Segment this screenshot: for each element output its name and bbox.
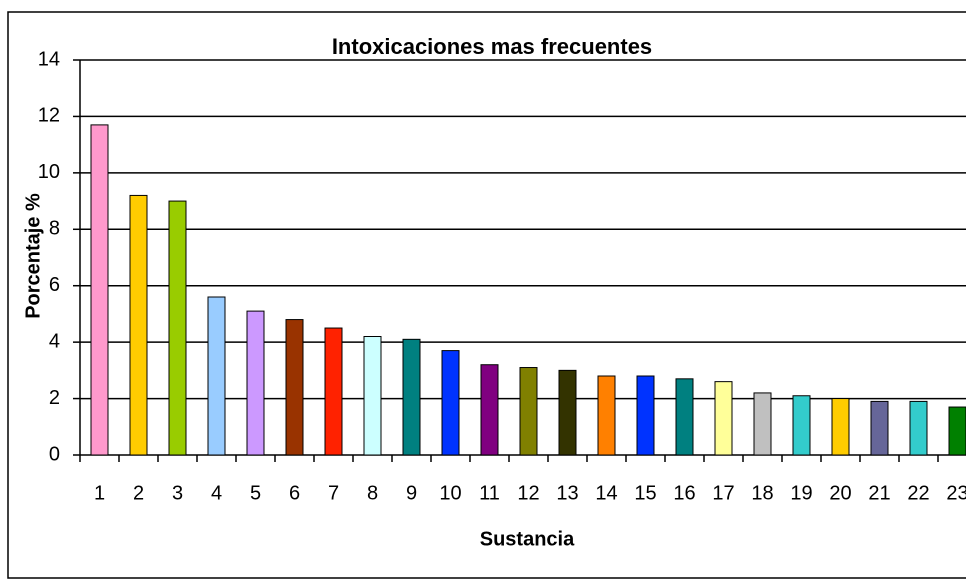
bar bbox=[129, 194, 148, 456]
y-tick-label: 10 bbox=[38, 161, 60, 183]
x-tick-label: 5 bbox=[250, 482, 261, 504]
x-tick-label: 12 bbox=[517, 482, 539, 504]
y-tick-label: 14 bbox=[38, 48, 60, 70]
bar bbox=[597, 375, 616, 456]
bar bbox=[246, 310, 265, 456]
bar bbox=[480, 364, 499, 456]
bars bbox=[90, 124, 966, 456]
x-tick-label: 16 bbox=[673, 482, 695, 504]
y-tick-label: 2 bbox=[49, 387, 60, 409]
x-axis-label: Sustancia bbox=[480, 528, 575, 550]
x-tick-label: 14 bbox=[595, 482, 617, 504]
x-tick-label: 23 bbox=[946, 482, 966, 504]
bar bbox=[207, 296, 226, 456]
bar bbox=[402, 338, 421, 456]
x-tick-label: 21 bbox=[868, 482, 890, 504]
x-tick-label: 17 bbox=[712, 482, 734, 504]
x-tick-label: 20 bbox=[829, 482, 851, 504]
x-tick-label: 13 bbox=[556, 482, 578, 504]
bar bbox=[948, 406, 966, 456]
x-tick-label: 19 bbox=[790, 482, 812, 504]
x-tick-label: 3 bbox=[172, 482, 183, 504]
x-tick-label: 15 bbox=[634, 482, 656, 504]
x-tick-label: 4 bbox=[211, 482, 222, 504]
x-tick-label: 7 bbox=[328, 482, 339, 504]
y-axis-label: Porcentaje % bbox=[22, 193, 44, 319]
x-tick-label: 11 bbox=[479, 482, 500, 504]
x-tick-label: 8 bbox=[367, 482, 378, 504]
x-tick-label: 10 bbox=[439, 482, 461, 504]
bar bbox=[285, 319, 304, 456]
x-tick-label: 18 bbox=[751, 482, 773, 504]
bar bbox=[675, 378, 694, 456]
bar bbox=[324, 327, 343, 456]
bar bbox=[714, 381, 733, 456]
y-tick-label: 6 bbox=[49, 274, 60, 296]
bar bbox=[831, 398, 850, 456]
x-tick-label: 22 bbox=[907, 482, 929, 504]
bar bbox=[909, 400, 928, 456]
bar bbox=[870, 400, 889, 456]
y-tick-label: 0 bbox=[49, 443, 60, 465]
x-tick-label: 2 bbox=[133, 482, 144, 504]
bar bbox=[90, 124, 109, 456]
x-tick-label: 1 bbox=[94, 482, 105, 504]
x-tick-label: 6 bbox=[289, 482, 300, 504]
bar bbox=[753, 392, 772, 456]
bar bbox=[168, 200, 187, 456]
chart-title: Intoxicaciones mas frecuentes bbox=[332, 34, 652, 59]
bar bbox=[792, 395, 811, 456]
bar bbox=[636, 375, 655, 456]
bar bbox=[558, 369, 577, 456]
y-tick-label: 4 bbox=[49, 330, 60, 352]
bar bbox=[441, 350, 460, 456]
chart-frame bbox=[7, 11, 966, 579]
bar bbox=[363, 336, 382, 456]
bar bbox=[519, 367, 538, 456]
x-tick-label: 9 bbox=[406, 482, 417, 504]
y-tick-label: 8 bbox=[49, 218, 60, 240]
y-tick-label: 12 bbox=[38, 105, 60, 127]
